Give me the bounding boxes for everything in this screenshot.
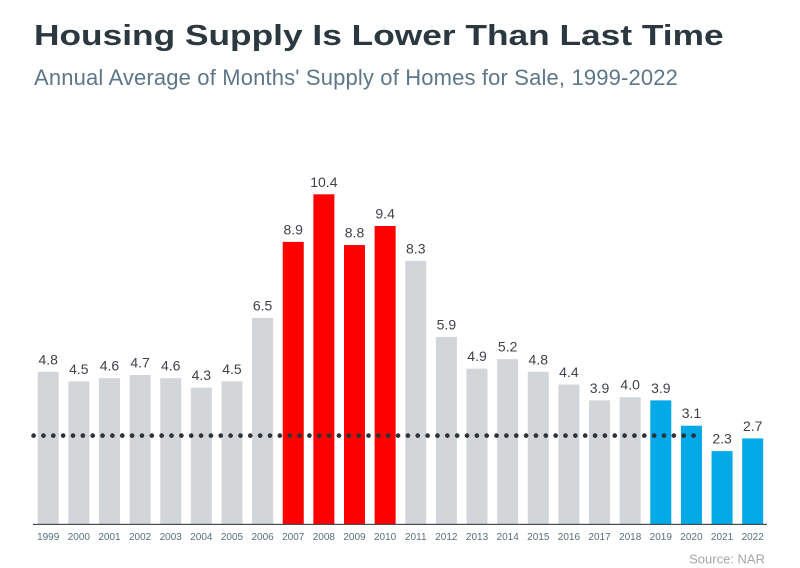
svg-text:2002: 2002 <box>129 532 152 543</box>
svg-text:2.7: 2.7 <box>743 418 763 434</box>
svg-text:8.8: 8.8 <box>345 225 365 241</box>
svg-text:4.6: 4.6 <box>100 358 120 374</box>
svg-text:2020: 2020 <box>680 532 703 543</box>
svg-text:2008: 2008 <box>313 532 336 543</box>
svg-text:4.5: 4.5 <box>69 361 89 377</box>
svg-text:4.7: 4.7 <box>130 355 150 371</box>
svg-text:2009: 2009 <box>343 532 366 543</box>
svg-text:5.2: 5.2 <box>498 339 518 355</box>
svg-text:4.9: 4.9 <box>467 348 487 364</box>
svg-text:8.9: 8.9 <box>284 221 304 237</box>
svg-text:2004: 2004 <box>190 532 213 543</box>
svg-text:2001: 2001 <box>98 532 121 543</box>
svg-text:4.5: 4.5 <box>222 361 242 377</box>
svg-text:10.4: 10.4 <box>310 174 337 190</box>
svg-text:2019: 2019 <box>650 532 673 543</box>
svg-text:2011: 2011 <box>405 532 427 543</box>
svg-text:2014: 2014 <box>497 532 520 543</box>
svg-text:4.6: 4.6 <box>161 358 181 374</box>
svg-text:4.8: 4.8 <box>529 351 549 367</box>
svg-text:2022: 2022 <box>742 532 765 543</box>
svg-text:3.9: 3.9 <box>651 380 671 396</box>
svg-text:2007: 2007 <box>282 532 305 543</box>
svg-text:2006: 2006 <box>251 532 274 543</box>
svg-text:8.3: 8.3 <box>406 240 426 256</box>
svg-text:5.9: 5.9 <box>437 316 457 332</box>
svg-text:4.8: 4.8 <box>38 351 58 367</box>
svg-text:4.4: 4.4 <box>559 364 579 380</box>
svg-text:3.9: 3.9 <box>590 380 610 396</box>
svg-text:2005: 2005 <box>221 532 244 543</box>
svg-text:Source: NAR: Source: NAR <box>689 552 765 567</box>
svg-text:6.5: 6.5 <box>253 297 273 313</box>
svg-text:2013: 2013 <box>466 532 489 543</box>
svg-text:4.3: 4.3 <box>192 367 212 383</box>
svg-text:3.1: 3.1 <box>682 405 702 421</box>
svg-text:2010: 2010 <box>374 532 397 543</box>
svg-text:2000: 2000 <box>68 532 91 543</box>
svg-text:4.0: 4.0 <box>620 377 640 393</box>
svg-text:9.4: 9.4 <box>375 206 395 222</box>
svg-text:2021: 2021 <box>711 532 734 543</box>
svg-text:2012: 2012 <box>435 532 458 543</box>
svg-text:2016: 2016 <box>558 532 581 543</box>
svg-text:2.3: 2.3 <box>712 431 732 447</box>
svg-text:2017: 2017 <box>588 532 611 543</box>
svg-text:2018: 2018 <box>619 532 642 543</box>
svg-text:2003: 2003 <box>160 532 183 543</box>
svg-text:1999: 1999 <box>37 532 60 543</box>
svg-text:2015: 2015 <box>527 532 550 543</box>
